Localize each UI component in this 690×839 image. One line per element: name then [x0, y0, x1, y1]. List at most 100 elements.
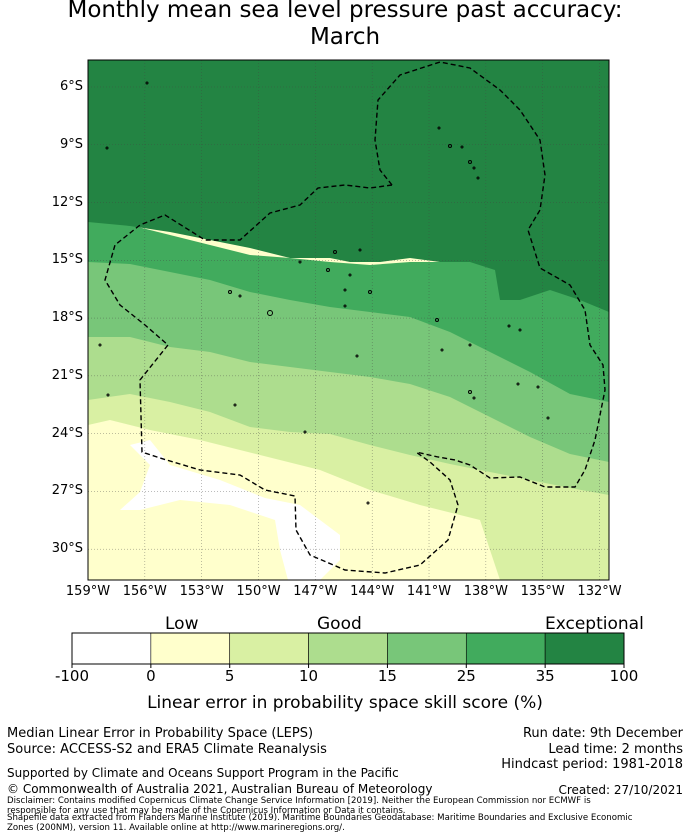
- footer-supported: Supported by Climate and Oceans Support …: [7, 766, 399, 780]
- colorbar-tick-label: -100: [54, 667, 90, 685]
- lat-label: 6°S: [59, 78, 83, 94]
- lat-label: 21°S: [51, 367, 83, 383]
- island: [233, 403, 237, 407]
- island: [437, 126, 441, 130]
- island: [472, 396, 476, 400]
- islands: [98, 81, 550, 505]
- island: [228, 290, 232, 294]
- island: [145, 81, 149, 85]
- footer-hindcast: Hindcast period: 1981-2018: [501, 757, 683, 772]
- band-15-25: [88, 260, 609, 462]
- island: [468, 390, 472, 394]
- colorbar-tick-label: 100: [609, 667, 639, 685]
- eez-boundary-east: [374, 61, 606, 488]
- colorbar-tick-label: 15: [377, 667, 397, 685]
- colorbar-segment: [387, 632, 467, 665]
- disclaimer-line3: Shapefile data extracted from Flanders M…: [7, 813, 633, 823]
- island: [303, 430, 307, 434]
- colorbar-tick-label: 5: [224, 667, 235, 685]
- lon-label: 141°W: [406, 584, 452, 599]
- island: [98, 343, 102, 347]
- island: [546, 416, 550, 420]
- island: [440, 348, 444, 352]
- colorbar-segment: [544, 632, 625, 665]
- island: [516, 382, 520, 386]
- island: [106, 393, 110, 397]
- disclaimer-line4: Zones (200NM), version 11. Available onl…: [7, 823, 345, 833]
- band-low-south: [88, 440, 609, 580]
- lat-label: 27°S: [51, 483, 83, 499]
- footer-run-date: Run date: 9th December: [522, 726, 683, 741]
- island: [448, 144, 452, 148]
- lat-label: 12°S: [51, 194, 83, 210]
- lat-label: 30°S: [51, 541, 83, 557]
- band-25-35: [88, 220, 609, 402]
- island: [267, 310, 273, 316]
- colorbar-segment: [465, 632, 546, 665]
- lon-label: 159°W: [65, 584, 111, 599]
- island: [355, 354, 359, 358]
- chart-title-line2: March: [309, 24, 381, 50]
- island: [476, 176, 480, 180]
- chart-title-line1: Monthly mean sea level pressure past acc…: [67, 0, 623, 23]
- island: [460, 145, 464, 149]
- lon-label: 144°W: [350, 584, 395, 599]
- legend-category-good: Good: [317, 614, 362, 634]
- colorbar-tick-label: 35: [535, 667, 555, 685]
- footer-copyright: © Commonwealth of Australia 2021, Austra…: [7, 782, 433, 796]
- disclaimer-line2: responsible for any use that may be made…: [7, 806, 406, 816]
- legend-category-exceptional: Exceptional: [545, 614, 644, 634]
- island: [507, 324, 511, 328]
- island: [105, 146, 109, 150]
- island: [326, 268, 330, 272]
- disclaimer-line1: Disclaimer: Contains modified Copernicus…: [7, 796, 591, 806]
- eez-boundaries: [104, 61, 606, 574]
- lon-label: 150°W: [236, 584, 281, 599]
- island: [468, 160, 472, 164]
- footer-method: Median Linear Error in Probability Space…: [7, 726, 314, 741]
- lat-label: 24°S: [51, 425, 83, 441]
- footer-created: Created: 27/10/2021: [558, 783, 683, 797]
- lat-label: 18°S: [51, 310, 83, 326]
- colorbar-tick-label: 0: [146, 667, 156, 685]
- negative-skill-area: [120, 440, 340, 580]
- band-10-15: [88, 335, 609, 495]
- lon-label: 153°W: [179, 584, 224, 599]
- island: [518, 328, 522, 332]
- colorbar-label: Linear error in probability space skill …: [147, 693, 543, 713]
- footer-lead-time: Lead time: 2 months: [548, 742, 683, 757]
- lon-label: 132°W: [577, 584, 622, 599]
- island: [358, 248, 362, 252]
- lon-label: 138°W: [463, 584, 508, 599]
- legend-category-low: Low: [165, 614, 199, 634]
- eez-boundary-west: [104, 184, 459, 574]
- footer-source: Source: ACCESS-S2 and ERA5 Climate Reana…: [7, 742, 327, 757]
- skill-bands: [88, 60, 609, 580]
- island: [472, 166, 476, 170]
- island: [536, 385, 540, 389]
- lon-label: 147°W: [293, 584, 338, 599]
- colorbar-tick-label: 25: [456, 667, 476, 685]
- island: [333, 250, 337, 254]
- band-5-10: [88, 392, 609, 580]
- island: [343, 304, 347, 308]
- lon-label: 135°W: [520, 584, 565, 599]
- colorbar-segment: [71, 632, 152, 665]
- island: [368, 290, 372, 294]
- colorbar-frame: [71, 632, 625, 665]
- colorbar-segment: [229, 632, 309, 665]
- colorbar: [71, 632, 625, 668]
- colorbar-tick-label: 10: [299, 667, 319, 685]
- island: [348, 273, 352, 277]
- lon-label: 156°W: [122, 584, 167, 599]
- map-frame: [87, 59, 610, 581]
- island: [468, 343, 472, 347]
- island: [238, 294, 242, 298]
- island: [366, 501, 370, 505]
- island: [343, 288, 347, 292]
- lat-label: 9°S: [59, 136, 83, 152]
- island: [298, 260, 302, 264]
- lat-label: 15°S: [51, 252, 83, 268]
- island: [435, 318, 439, 322]
